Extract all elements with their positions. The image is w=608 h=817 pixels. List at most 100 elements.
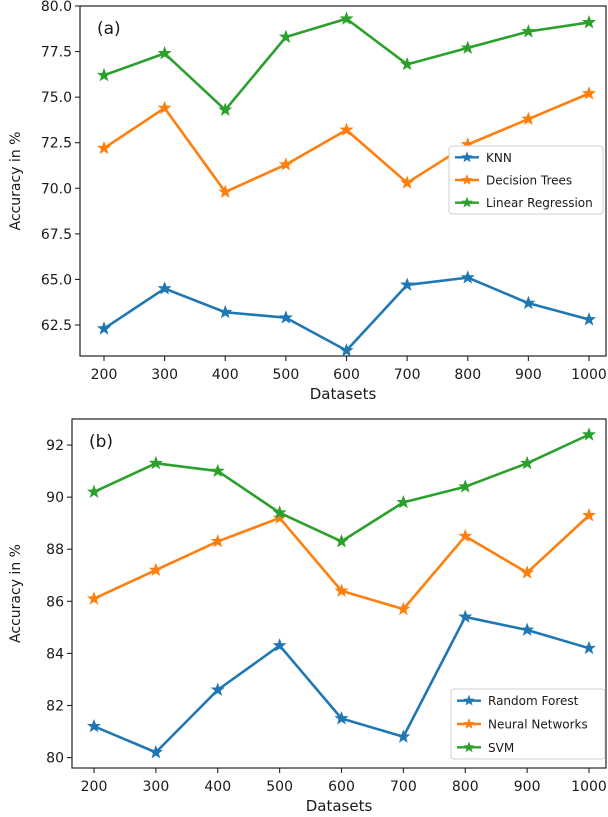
x-tick-label: 500 [273,367,300,383]
data-point-marker [157,46,172,60]
y-tick-label: 65.0 [41,272,72,288]
data-point-marker [581,427,597,441]
data-point-marker [86,484,102,498]
legend-box [450,688,606,760]
data-point-marker [96,140,112,155]
x-tick-label: 1000 [571,779,607,795]
y-tick-label: 82 [46,698,64,714]
data-point-marker [521,111,536,125]
data-point-marker [218,184,233,198]
data-point-marker [210,463,225,478]
legend-entry: Neural Networks [488,718,588,732]
data-point-marker [86,591,102,605]
data-point-marker [339,343,354,357]
series-knn [96,270,597,357]
data-point-marker [278,29,293,43]
legend-marker [461,151,473,163]
x-tick-label: 800 [452,779,479,795]
data-point-marker [148,744,163,759]
legend-box [448,145,604,215]
y-tick-label: 77.5 [41,45,72,61]
x-tick-label: 300 [151,367,178,383]
legend-marker [461,174,473,185]
series-line [103,276,590,352]
y-tick-label: 84 [46,646,64,662]
data-point-marker [210,682,225,696]
series-line [93,514,590,611]
series-line [93,433,590,543]
y-tick-label: 80.0 [41,0,72,15]
legend-marker [461,196,473,208]
x-axis-label: Datasets [306,797,373,815]
x-tick-label: 300 [143,779,170,795]
data-point-marker [400,175,415,189]
series-svm [86,427,597,548]
data-point-marker [157,281,172,295]
data-point-marker [400,277,415,291]
x-tick-label: 700 [390,779,417,795]
data-point-marker [218,304,233,319]
y-tick-label: 92 [46,438,64,454]
series-linear-regression [96,11,597,116]
data-point-marker [581,312,597,326]
data-point-marker [458,479,473,493]
plot-frame [79,5,607,357]
x-tick-label: 800 [454,367,481,383]
y-axis-label: Accuracy in % [8,132,24,231]
data-point-marker [157,100,172,115]
data-point-marker [460,40,475,54]
legend-entry: SVM [488,741,514,755]
series-random-forest [86,609,597,759]
data-point-marker [581,15,597,29]
data-point-marker [581,86,597,100]
data-point-marker [96,321,112,335]
panel-label: (b) [89,432,113,452]
legend-entry: Random Forest [488,694,579,708]
series-neural-networks [86,508,597,616]
y-tick-label: 75.0 [41,90,72,106]
data-point-marker [272,505,287,519]
data-point-marker [334,583,349,597]
data-point-marker [396,729,411,743]
series-line [103,17,590,112]
x-tick-label: 400 [204,779,231,795]
chart-panel-a: 62.5 65.0 67.5 70.0 72.5 75.0 77.5 80.0 200 300 40… [8,0,607,403]
y-tick-label: 80 [46,751,64,767]
x-tick-label: 200 [81,779,108,795]
y-tick-label: 70.0 [41,181,72,197]
data-point-marker [148,562,163,577]
panel-label: (a) [97,19,121,39]
data-point-marker [520,455,535,470]
data-point-marker [339,122,354,136]
y-tick-label: 67.5 [41,227,72,243]
legend-marker [463,718,475,729]
data-point-marker [400,56,415,71]
legend-marker [463,741,475,753]
x-tick-label: 600 [333,367,360,383]
x-tick-label: 400 [212,367,239,383]
data-point-marker [218,102,233,116]
data-point-marker [458,609,473,623]
legend-entry: Decision Trees [486,174,572,188]
plot-frame [71,418,607,769]
data-point-marker [210,534,225,548]
y-tick-label: 88 [46,542,64,558]
x-tick-label: 700 [394,367,421,383]
x-axis-label: Datasets [310,385,377,403]
x-tick-label: 900 [515,367,542,383]
y-tick-label: 90 [46,490,64,506]
data-point-marker [581,508,597,522]
data-point-marker [581,640,597,655]
data-point-marker [460,270,475,284]
y-tick-label: 62.5 [41,318,72,334]
data-point-marker [339,11,354,25]
series-decision-trees [96,86,597,198]
data-point-marker [272,638,287,652]
data-point-marker [521,295,536,310]
legend: Random Forest Neural Networks SVM [450,688,606,760]
data-point-marker [148,455,163,470]
data-point-marker [334,534,349,548]
x-tick-label: 200 [91,367,118,383]
data-point-marker [396,494,411,509]
